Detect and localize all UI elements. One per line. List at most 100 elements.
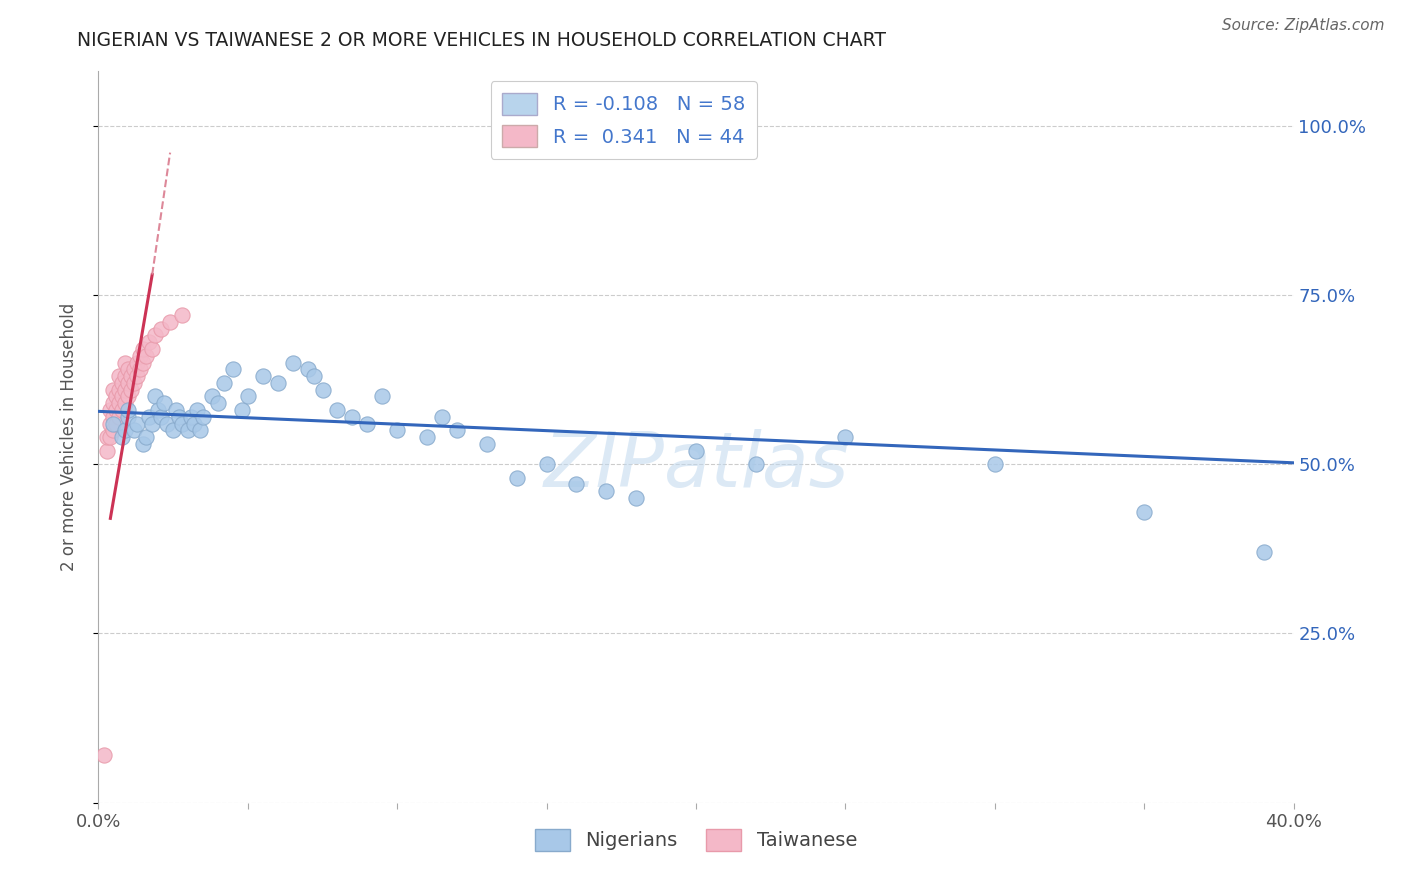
- Point: [103, 396, 125, 410]
- Point: [506, 471, 529, 485]
- Point: [326, 403, 349, 417]
- Point: [150, 409, 173, 424]
- Point: [108, 383, 131, 397]
- Text: NIGERIAN VS TAIWANESE 2 OR MORE VEHICLES IN HOUSEHOLD CORRELATION CHART: NIGERIAN VS TAIWANESE 2 OR MORE VEHICLES…: [77, 31, 886, 50]
- Text: Source: ZipAtlas.com: Source: ZipAtlas.com: [1222, 18, 1385, 33]
- Point: [311, 383, 333, 397]
- Point: [143, 389, 166, 403]
- Point: [536, 457, 558, 471]
- Point: [165, 403, 187, 417]
- Point: [416, 430, 439, 444]
- Point: [565, 477, 588, 491]
- Point: [685, 443, 707, 458]
- Point: [475, 437, 498, 451]
- Point: [159, 315, 181, 329]
- Point: [1253, 545, 1275, 559]
- Point: [1133, 505, 1156, 519]
- Point: [132, 355, 155, 369]
- Point: [127, 355, 149, 369]
- Point: [201, 389, 224, 403]
- Point: [117, 362, 139, 376]
- Point: [111, 430, 134, 444]
- Point: [156, 417, 179, 431]
- Point: [162, 423, 184, 437]
- Point: [138, 409, 160, 424]
- Point: [105, 389, 128, 403]
- Point: [342, 409, 364, 424]
- Point: [111, 376, 134, 390]
- Point: [96, 443, 118, 458]
- Point: [143, 328, 166, 343]
- Point: [117, 403, 139, 417]
- Point: [141, 417, 163, 431]
- Point: [103, 423, 125, 437]
- Point: [150, 322, 173, 336]
- Point: [153, 396, 176, 410]
- Point: [127, 369, 149, 384]
- Point: [745, 457, 768, 471]
- Point: [111, 389, 134, 403]
- Point: [207, 396, 229, 410]
- Text: ZIPatlas: ZIPatlas: [543, 429, 849, 503]
- Point: [188, 423, 211, 437]
- Point: [114, 423, 136, 437]
- Point: [183, 417, 205, 431]
- Point: [114, 396, 136, 410]
- Point: [371, 389, 394, 403]
- Point: [167, 409, 190, 424]
- Point: [446, 423, 468, 437]
- Y-axis label: 2 or more Vehicles in Household: 2 or more Vehicles in Household: [59, 303, 77, 571]
- Point: [172, 308, 194, 322]
- Point: [281, 355, 304, 369]
- Point: [124, 376, 146, 390]
- Point: [177, 423, 200, 437]
- Point: [135, 430, 157, 444]
- Point: [103, 417, 125, 431]
- Point: [141, 342, 163, 356]
- Point: [212, 376, 235, 390]
- Legend: Nigerians, Taiwanese: Nigerians, Taiwanese: [527, 821, 865, 859]
- Point: [138, 335, 160, 350]
- Point: [96, 430, 118, 444]
- Point: [356, 417, 378, 431]
- Point: [984, 457, 1007, 471]
- Point: [302, 369, 325, 384]
- Point: [120, 383, 142, 397]
- Point: [103, 383, 125, 397]
- Point: [186, 403, 208, 417]
- Point: [124, 362, 146, 376]
- Point: [117, 376, 139, 390]
- Point: [132, 437, 155, 451]
- Point: [231, 403, 253, 417]
- Point: [297, 362, 319, 376]
- Point: [120, 369, 142, 384]
- Point: [191, 409, 214, 424]
- Point: [222, 362, 245, 376]
- Point: [108, 409, 131, 424]
- Point: [117, 409, 139, 424]
- Point: [129, 349, 152, 363]
- Point: [108, 369, 131, 384]
- Point: [385, 423, 409, 437]
- Point: [135, 349, 157, 363]
- Point: [127, 417, 149, 431]
- Point: [236, 389, 259, 403]
- Point: [129, 362, 152, 376]
- Point: [114, 355, 136, 369]
- Point: [114, 369, 136, 384]
- Point: [267, 376, 290, 390]
- Point: [172, 417, 194, 431]
- Point: [834, 430, 856, 444]
- Point: [103, 409, 125, 424]
- Point: [117, 389, 139, 403]
- Point: [98, 430, 122, 444]
- Point: [430, 409, 453, 424]
- Point: [252, 369, 274, 384]
- Point: [105, 403, 128, 417]
- Point: [114, 383, 136, 397]
- Point: [124, 423, 146, 437]
- Point: [93, 748, 115, 763]
- Point: [98, 403, 122, 417]
- Point: [108, 396, 131, 410]
- Point: [626, 491, 648, 505]
